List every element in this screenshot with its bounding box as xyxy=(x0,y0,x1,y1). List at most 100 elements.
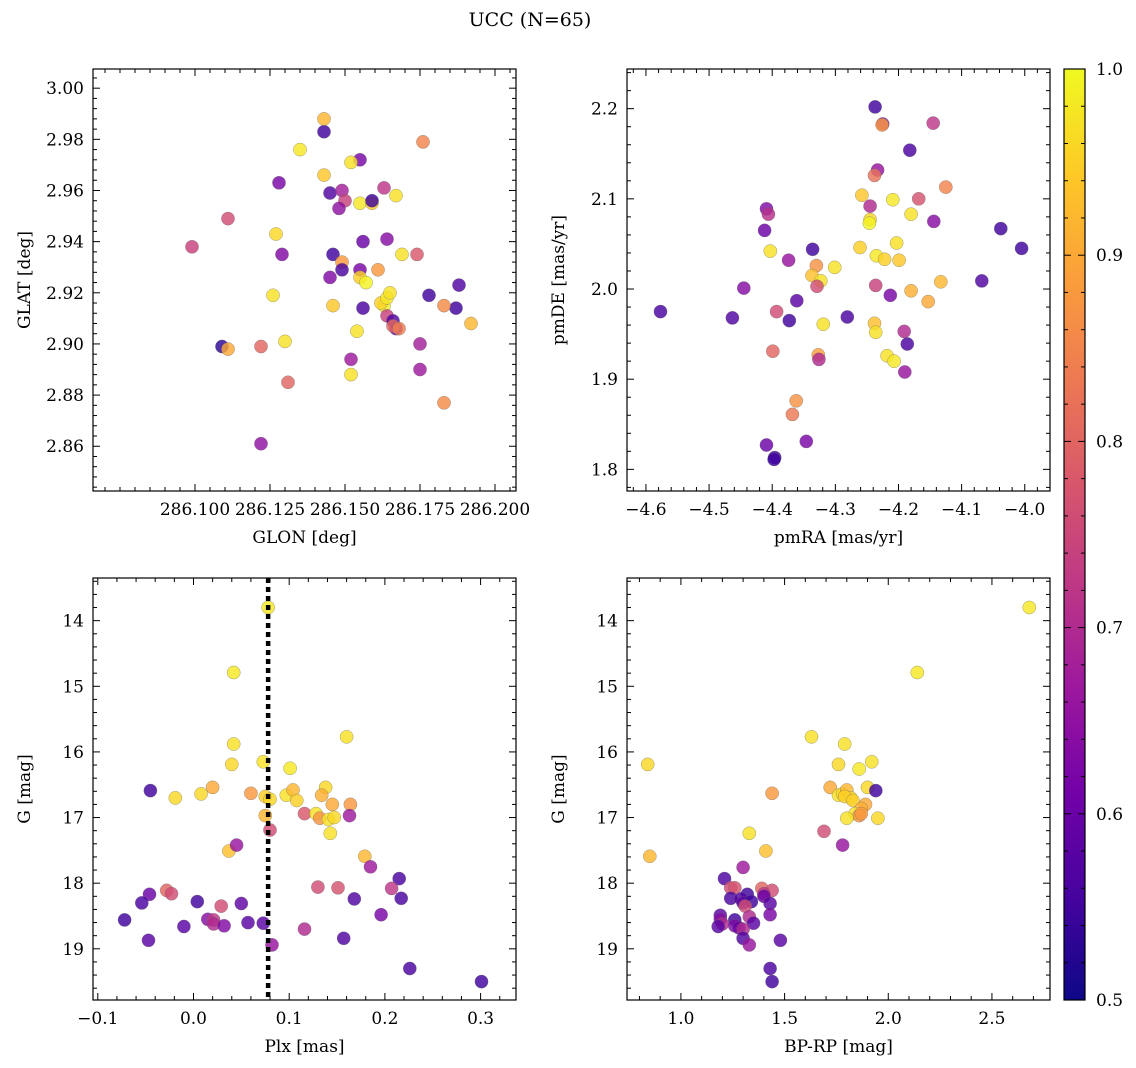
y-tick-label: 2.86 xyxy=(46,437,84,457)
y-tick-label: 14 xyxy=(596,612,618,632)
y-tick-label: 15 xyxy=(596,677,618,697)
colorbar-tick-label: 0.8 xyxy=(1096,432,1123,452)
data-point xyxy=(336,931,351,946)
subplot-bprp-g: 1.0 1.5 2.0 2.5 14 15 16 17 18 19 BP-RP [mag] G [ma… xyxy=(549,577,1051,1057)
data-point xyxy=(910,665,925,680)
data-point xyxy=(410,247,424,262)
data-point xyxy=(742,826,757,841)
data-point xyxy=(353,196,367,211)
x-tick-label: 286.150 xyxy=(310,500,380,520)
data-point xyxy=(142,887,157,902)
data-point xyxy=(164,886,179,901)
data-point xyxy=(339,729,354,744)
y-tick-label: 18 xyxy=(596,874,618,894)
data-point xyxy=(344,352,358,367)
colorbar-ticks xyxy=(1064,68,1085,1001)
data-point xyxy=(317,112,331,126)
data-point xyxy=(392,321,406,336)
data-point xyxy=(862,216,877,231)
data-point xyxy=(810,279,824,294)
data-point xyxy=(867,168,882,183)
data-point xyxy=(363,859,378,874)
y-tick-label: 1.8 xyxy=(591,460,618,480)
data-point xyxy=(911,191,926,206)
data-point xyxy=(323,270,337,285)
data-point xyxy=(275,247,289,262)
data-point xyxy=(437,395,451,410)
data-point xyxy=(653,304,668,319)
data-point xyxy=(761,207,776,222)
y-tick-label: 1.9 xyxy=(591,370,618,390)
axis-ticks xyxy=(93,69,516,491)
y-tick-label: 2.0 xyxy=(591,280,618,300)
data-point xyxy=(812,352,826,367)
data-point xyxy=(877,252,892,267)
x-tick-label: −4.0 xyxy=(1004,500,1045,520)
data-point xyxy=(746,916,761,931)
data-point xyxy=(785,407,800,422)
data-point xyxy=(335,262,349,277)
data-point xyxy=(765,786,779,801)
data-point xyxy=(921,294,936,309)
data-point xyxy=(854,806,869,821)
x-tick-label: −4.4 xyxy=(752,500,793,520)
data-point xyxy=(464,316,478,331)
x-axis-label: pmRA [mas/yr] xyxy=(774,528,903,548)
axes-frame xyxy=(92,577,517,1001)
data-point xyxy=(331,880,345,895)
data-point xyxy=(323,826,338,841)
data-point xyxy=(974,274,989,288)
data-point xyxy=(272,175,286,190)
data-point xyxy=(266,288,280,303)
data-point xyxy=(344,367,358,382)
data-point xyxy=(413,362,427,377)
x-tick-label: 2.0 xyxy=(875,1009,902,1029)
data-point xyxy=(395,247,409,262)
x-tick-label: −4.2 xyxy=(878,500,919,520)
data-point xyxy=(885,192,900,207)
x-tick-label: 0.3 xyxy=(467,1009,494,1029)
data-point xyxy=(314,788,329,803)
y-tick-label: 2.1 xyxy=(591,190,618,210)
data-point xyxy=(765,974,779,989)
data-point xyxy=(281,375,295,390)
x-tick-label: 286.125 xyxy=(235,500,305,520)
x-tick-label: 1.5 xyxy=(771,1009,798,1029)
data-point xyxy=(474,974,489,989)
x-tick-label: 1.0 xyxy=(667,1009,694,1029)
data-point xyxy=(326,298,340,313)
subplot-pmra-pmde: −4.6 −4.5 −4.4 −4.3 −4.2 −4.1 −4.0 1.8 1.9 2.0 2.1… xyxy=(549,68,1051,548)
y-axis-label: pmDE [mas/yr] xyxy=(549,215,569,345)
data-point xyxy=(389,188,403,203)
data-point xyxy=(297,922,312,936)
data-point xyxy=(177,919,191,934)
data-point xyxy=(141,933,156,948)
data-point xyxy=(769,304,784,319)
data-point xyxy=(763,244,778,258)
data-point xyxy=(887,354,901,369)
x-tick-label: −0.1 xyxy=(77,1009,118,1029)
data-point xyxy=(855,188,869,203)
data-point xyxy=(773,933,788,948)
data-point xyxy=(868,783,883,798)
y-tick-label: 2.96 xyxy=(46,181,84,201)
x-tick-label: 286.200 xyxy=(460,500,530,520)
data-point xyxy=(190,894,205,909)
data-point xyxy=(452,278,466,292)
data-point xyxy=(759,844,773,858)
x-axis-label: BP-RP [mag] xyxy=(784,1037,893,1057)
data-point xyxy=(377,181,391,195)
y-tick-label: 17 xyxy=(596,809,618,829)
x-tick-label: 0.2 xyxy=(371,1009,398,1029)
data-point xyxy=(831,757,846,772)
x-tick-label: 286.175 xyxy=(385,500,455,520)
data-point xyxy=(269,227,283,241)
colorbar: 0.5 0.6 0.7 0.8 0.9 1.0 xyxy=(1063,60,1123,1011)
axes-frame xyxy=(92,68,517,492)
data-point xyxy=(926,116,941,130)
y-tick-label: 17 xyxy=(62,809,84,829)
data-point xyxy=(226,665,241,680)
data-point xyxy=(804,729,819,744)
data-point xyxy=(933,274,948,289)
